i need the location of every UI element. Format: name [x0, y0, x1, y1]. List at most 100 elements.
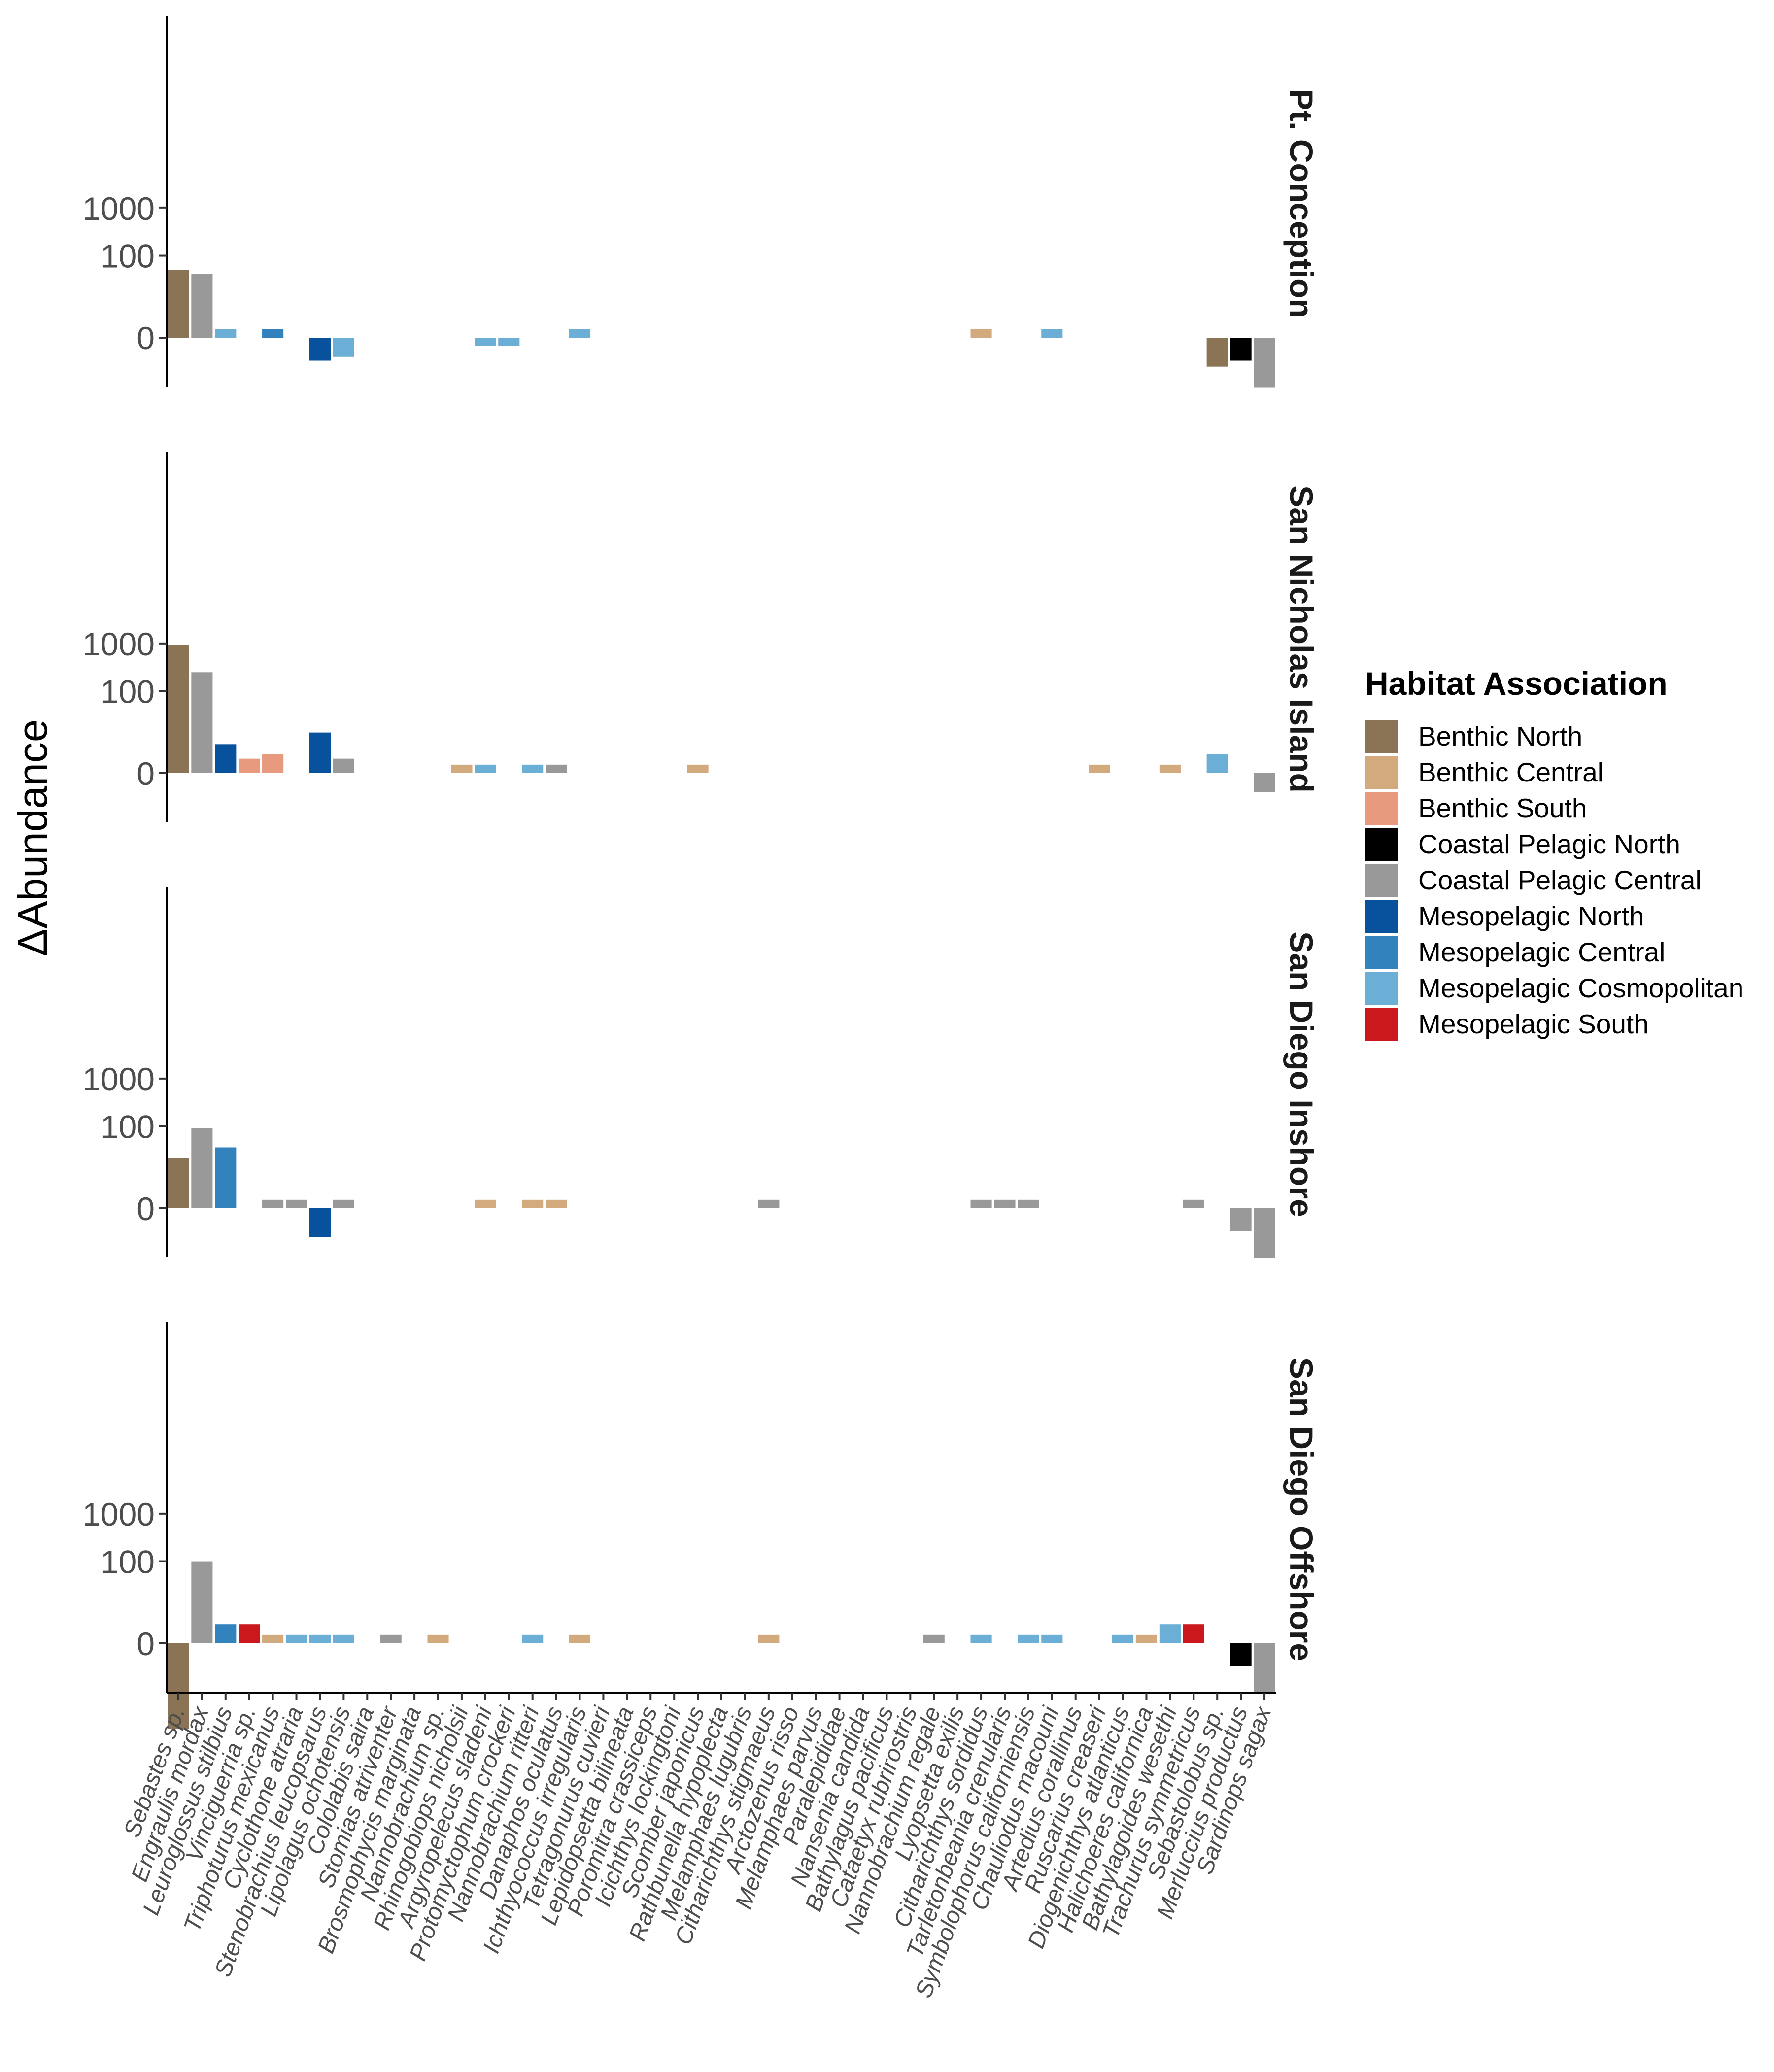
- bar: [285, 1199, 307, 1208]
- bar: [546, 1199, 567, 1208]
- legend-swatch: [1365, 828, 1398, 861]
- y-tick-label: 100: [101, 1109, 155, 1145]
- legend-swatch: [1365, 756, 1398, 789]
- bar: [168, 1643, 189, 1730]
- bar: [1230, 1643, 1252, 1666]
- bar: [309, 1208, 331, 1237]
- y-tick-label: 1000: [82, 190, 155, 227]
- bar: [1041, 1634, 1063, 1643]
- bar: [758, 1634, 780, 1643]
- bar: [475, 338, 496, 346]
- bar: [168, 645, 189, 773]
- facet-label: Pt. Conception: [1283, 89, 1320, 318]
- legend-swatch: [1365, 1008, 1398, 1041]
- legend-label: Coastal Pelagic Central: [1418, 865, 1702, 895]
- legend-label: Mesopelagic Central: [1418, 937, 1665, 967]
- legend-label: Mesopelagic South: [1418, 1009, 1649, 1039]
- bar: [427, 1634, 449, 1643]
- bar: [1135, 1634, 1158, 1643]
- bar: [451, 764, 473, 773]
- bar: [168, 1158, 189, 1208]
- bar: [923, 1634, 945, 1643]
- y-tick-label: 0: [136, 320, 155, 356]
- bar: [309, 732, 331, 773]
- legend-label: Benthic Central: [1418, 757, 1603, 787]
- bar: [1018, 1199, 1039, 1208]
- y-tick-label: 1000: [82, 626, 155, 662]
- bar: [970, 329, 992, 338]
- bar: [285, 1634, 307, 1643]
- facet-label: San Nicholas Island: [1283, 485, 1320, 793]
- bar: [1254, 1208, 1275, 1258]
- y-tick-label: 0: [136, 1626, 155, 1662]
- bar: [994, 1199, 1016, 1208]
- bar: [215, 1147, 237, 1208]
- bar: [191, 1128, 213, 1208]
- bar: [333, 1634, 354, 1643]
- bar: [546, 764, 567, 773]
- bar: [1230, 1208, 1252, 1231]
- bar: [1159, 764, 1181, 773]
- bar: [1018, 1634, 1039, 1643]
- bar: [262, 329, 284, 338]
- y-tick-label: 1000: [82, 1061, 155, 1097]
- bar: [475, 764, 496, 773]
- bar: [1206, 754, 1228, 773]
- bar: [1254, 1643, 1275, 1694]
- facet-label: San Diego Offshore: [1283, 1358, 1320, 1661]
- y-axis-title: ΔAbundance: [9, 719, 56, 956]
- bar: [333, 1199, 354, 1208]
- bar: [215, 1624, 237, 1643]
- y-tick-label: 100: [101, 238, 155, 274]
- bar: [1183, 1199, 1204, 1208]
- bar: [262, 754, 284, 773]
- bar: [970, 1199, 992, 1208]
- bar: [1159, 1624, 1181, 1643]
- bar: [1254, 773, 1275, 792]
- legend-swatch: [1365, 972, 1398, 1005]
- bar: [1206, 338, 1228, 367]
- bar: [215, 329, 237, 338]
- bar: [1183, 1624, 1204, 1643]
- bar: [569, 1634, 591, 1643]
- legend-swatch: [1365, 792, 1398, 825]
- legend-label: Benthic South: [1418, 793, 1587, 823]
- bar: [309, 1634, 331, 1643]
- bar: [1112, 1634, 1134, 1643]
- facet-label: San Diego Inshore: [1283, 931, 1320, 1217]
- legend-label: Mesopelagic Cosmopolitan: [1418, 973, 1743, 1003]
- bar: [239, 758, 260, 773]
- bar: [168, 270, 189, 338]
- bar: [498, 338, 520, 346]
- legend-label: Mesopelagic North: [1418, 901, 1644, 931]
- legend-swatch: [1365, 900, 1398, 933]
- legend-swatch: [1365, 936, 1398, 969]
- bar: [191, 672, 213, 773]
- bar: [522, 764, 544, 773]
- y-tick-label: 100: [101, 1544, 155, 1580]
- y-tick-label: 0: [136, 755, 155, 792]
- bar: [191, 1561, 213, 1643]
- bar: [1089, 764, 1110, 773]
- y-tick-label: 100: [101, 674, 155, 710]
- bar: [239, 1624, 260, 1643]
- bar: [970, 1634, 992, 1643]
- bar: [758, 1199, 780, 1208]
- bar: [475, 1199, 496, 1208]
- legend-swatch: [1365, 864, 1398, 897]
- bar: [191, 274, 213, 338]
- bar: [309, 338, 331, 361]
- bar: [333, 758, 354, 773]
- bar: [1254, 338, 1275, 388]
- bar: [380, 1634, 402, 1643]
- bar: [569, 329, 591, 338]
- bar: [215, 744, 237, 773]
- bar: [333, 338, 354, 357]
- bar: [687, 764, 709, 773]
- bar: [1041, 329, 1063, 338]
- y-tick-label: 1000: [82, 1496, 155, 1532]
- legend-label: Coastal Pelagic North: [1418, 829, 1680, 859]
- bar: [522, 1634, 544, 1643]
